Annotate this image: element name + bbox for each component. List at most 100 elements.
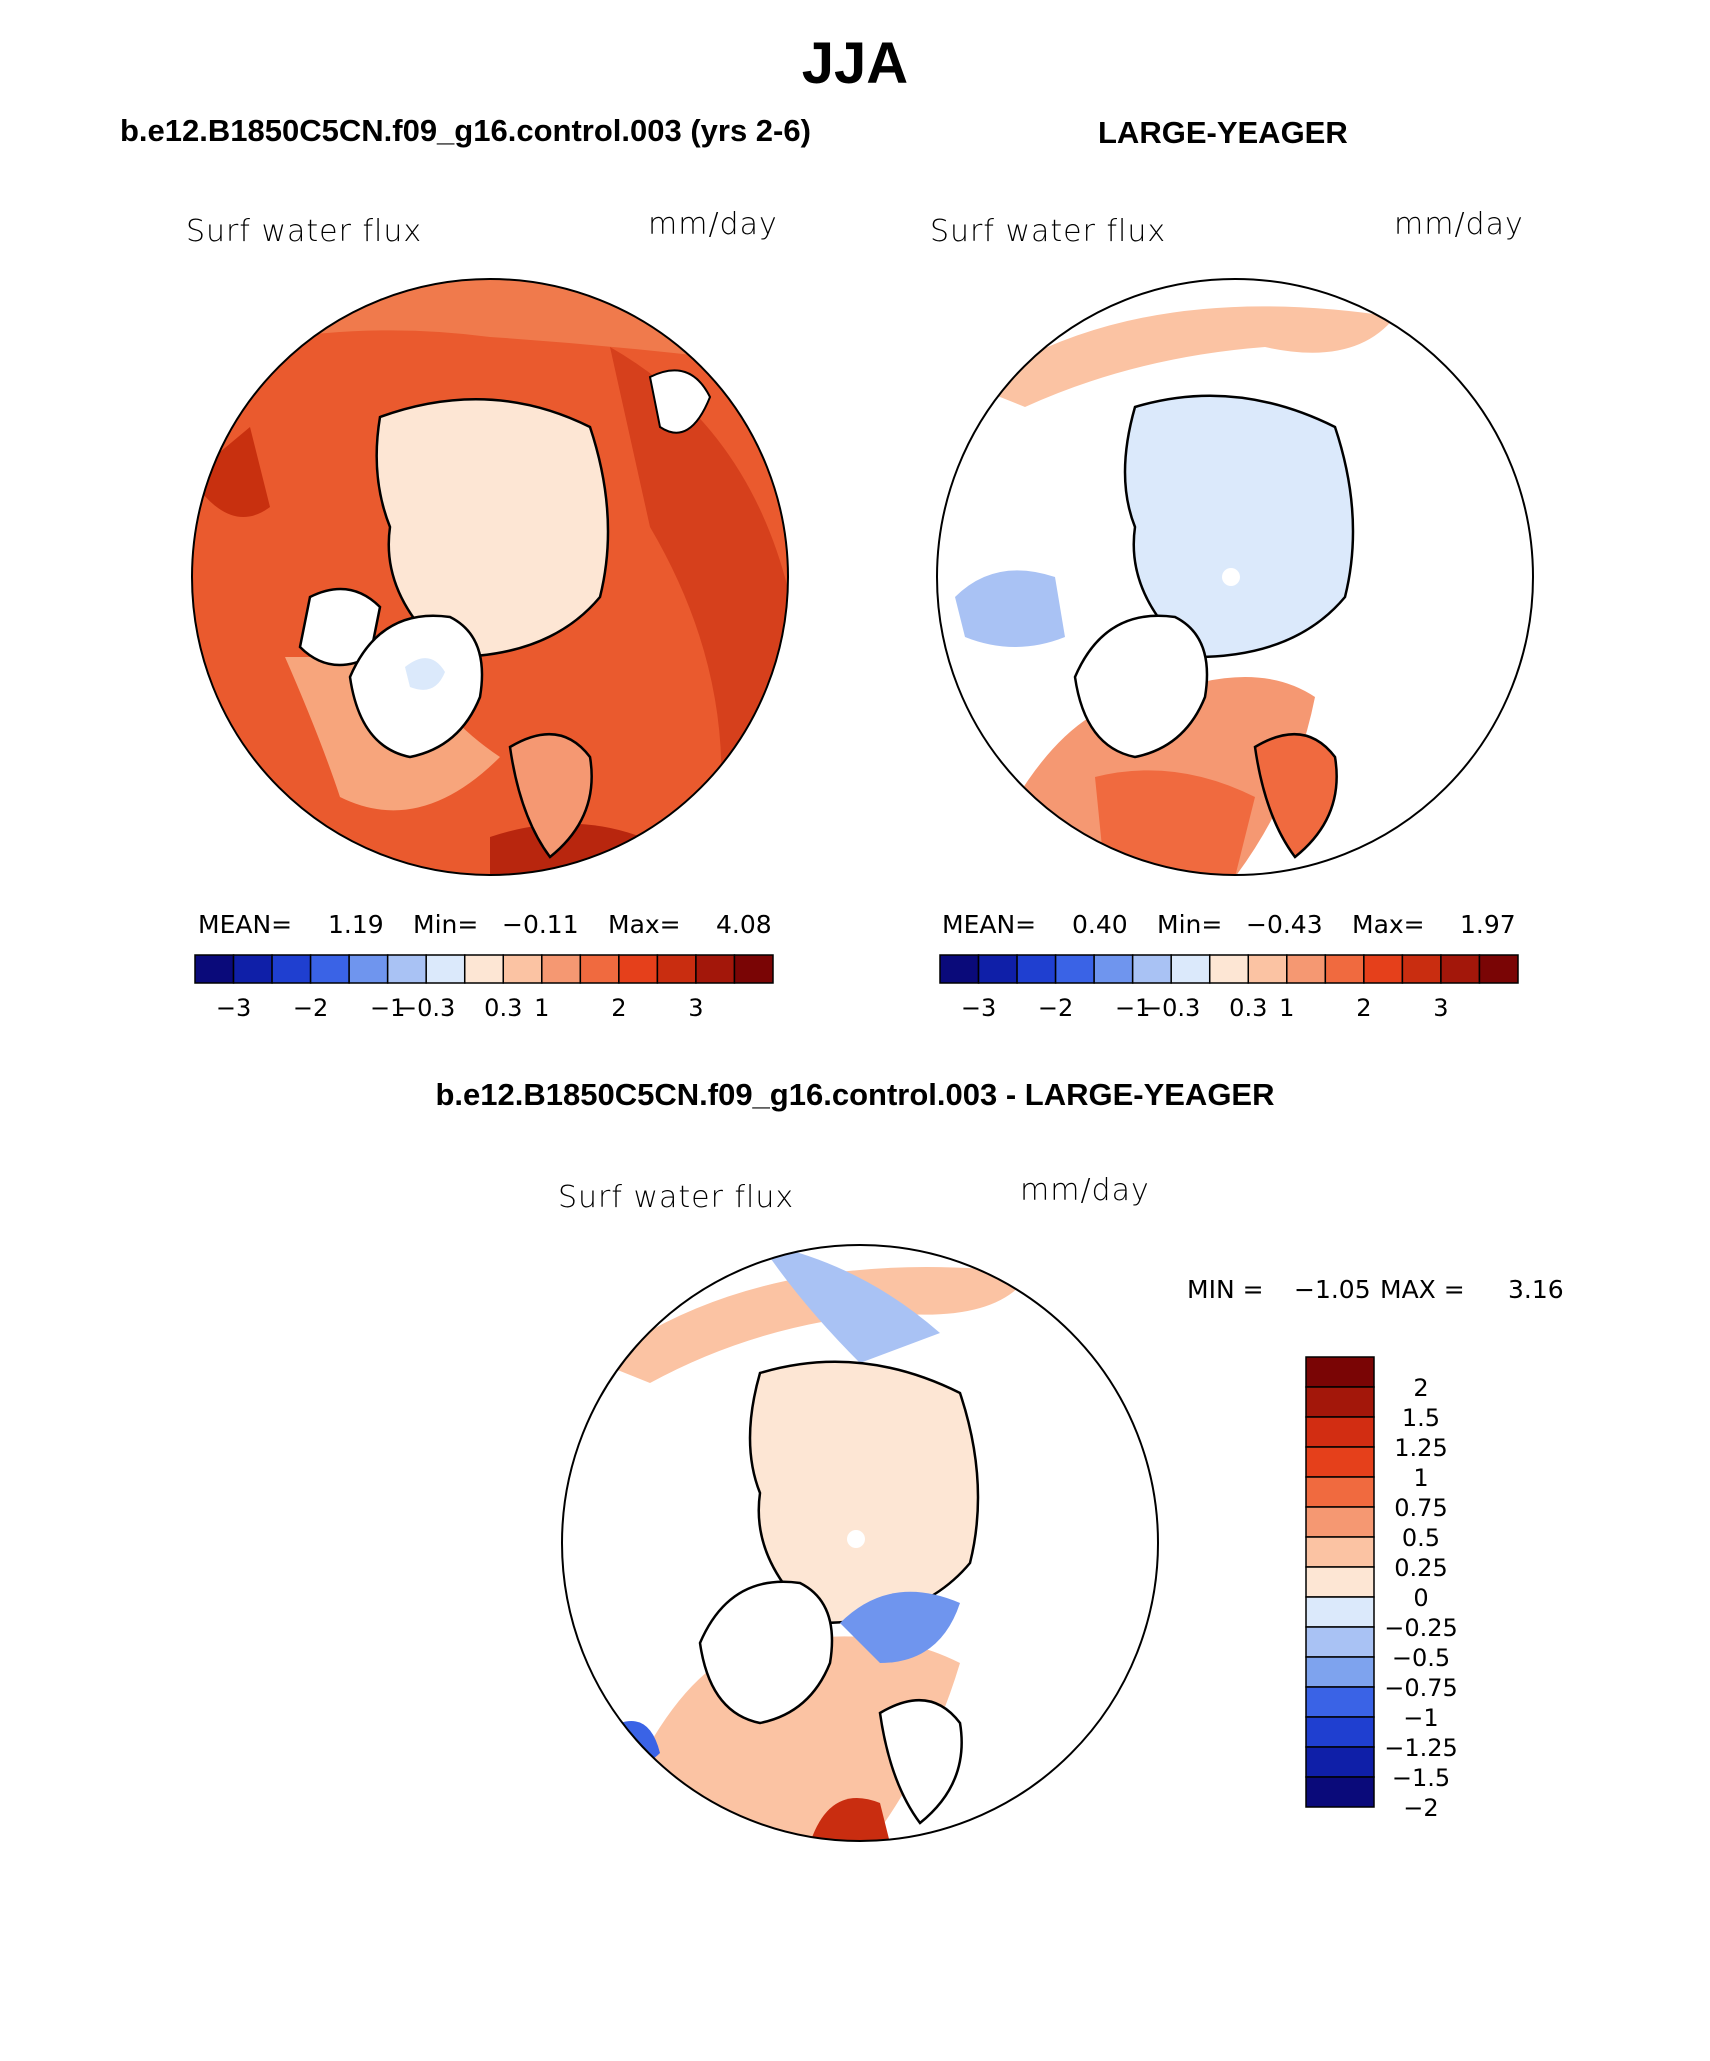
- diff-scandinavia: [878, 1698, 963, 1825]
- panel2-pole-hole: [1222, 568, 1240, 586]
- colorbar-tick-label: 0.75: [1394, 1494, 1447, 1522]
- colorbar-box: [1305, 1416, 1375, 1448]
- panel1-map: [191, 278, 789, 876]
- colorbar-tick-label: −1: [370, 994, 405, 1022]
- panel1-colorbar: −3 −2 −1−0.3 0.3 1 2 3: [194, 954, 774, 1022]
- colorbar-box: [1305, 1506, 1375, 1538]
- colorbar-tick-label: 0: [1413, 1584, 1428, 1612]
- colorbar-box: [309, 954, 350, 984]
- diff-map-border: [561, 1244, 1159, 1842]
- panel2-arctic-ocean: [1123, 394, 1355, 659]
- colorbar-tick-label: 2: [1356, 994, 1371, 1022]
- colorbar-box: [1305, 1686, 1375, 1718]
- colorbar-box: [1305, 1656, 1375, 1688]
- diff-field-barents-negative: [840, 1591, 960, 1663]
- colorbar-tick-label: −1.25: [1384, 1734, 1458, 1762]
- colorbar-box: [1305, 1356, 1375, 1388]
- panel2-mean-value: 0.40: [1072, 910, 1128, 939]
- panel1-scandinavia: [508, 732, 593, 859]
- colorbar-box: [194, 954, 235, 984]
- colorbar-box: [1093, 954, 1134, 984]
- colorbar-box: [1054, 954, 1095, 984]
- colorbar-box: [1478, 954, 1519, 984]
- colorbar-box: [695, 954, 736, 984]
- diff-field-pacific: [600, 1267, 1030, 1383]
- panel1-units-label: mm/day: [648, 207, 778, 242]
- colorbar-tick-label: 1: [1413, 1464, 1428, 1492]
- panel1-mean-value: 1.19: [328, 910, 384, 939]
- colorbar-box: [1286, 954, 1327, 984]
- colorbar-box: [348, 954, 389, 984]
- colorbar-box: [1305, 1776, 1375, 1808]
- colorbar-box: [386, 954, 427, 984]
- colorbar-tick-label: 2: [611, 994, 626, 1022]
- colorbar-box: [1305, 1536, 1375, 1568]
- colorbar-box: [232, 954, 273, 984]
- diff-min-label: MIN =: [1187, 1275, 1264, 1304]
- colorbar-box: [1305, 1476, 1375, 1508]
- colorbar-tick-label: −3: [216, 994, 251, 1022]
- colorbar-tick-label: 1: [534, 994, 549, 1022]
- diff-colorbar: 21.51.2510.750.50.250−0.25−0.5−0.75−1−1.…: [1305, 1356, 1458, 1822]
- panel1-arctic-ocean: [375, 398, 610, 659]
- panel2-max-value: 1.97: [1460, 910, 1516, 939]
- colorbar-box: [1131, 954, 1172, 984]
- colorbar-tick-label: 1.25: [1394, 1434, 1447, 1462]
- diff-max-label: MAX =: [1380, 1275, 1465, 1304]
- colorbar-box: [541, 954, 582, 984]
- panel2-min-label: Min=: [1157, 910, 1223, 939]
- panel2-max-label: Max=: [1352, 910, 1425, 939]
- colorbar-tick-label: −3: [961, 994, 996, 1022]
- panel1-case-title: b.e12.B1850C5CN.f09_g16.control.003 (yrs…: [120, 113, 811, 148]
- colorbar-box: [1016, 954, 1057, 984]
- colorbar-tick-label: 0.3: [484, 994, 522, 1022]
- panel2-scandinavia: [1253, 732, 1338, 859]
- colorbar-tick-label: −0.25: [1384, 1614, 1458, 1642]
- colorbar-box: [1247, 954, 1288, 984]
- colorbar-tick-label: 1.5: [1402, 1404, 1440, 1432]
- diff-field-atlantic: [620, 1636, 960, 1841]
- colorbar-tick-label: 0.25: [1394, 1554, 1447, 1582]
- diff-min-value: −1.05: [1294, 1275, 1371, 1304]
- panel1-field-west: [192, 427, 270, 517]
- panel1-map-border: [191, 278, 789, 876]
- panel2-min-value: −0.43: [1246, 910, 1323, 939]
- colorbar-box: [1401, 954, 1442, 984]
- colorbar-tick-label: 0.3: [1229, 994, 1267, 1022]
- panel2-map-border: [936, 278, 1534, 876]
- colorbar-box: [579, 954, 620, 984]
- panel1-variable-label: Surf water flux: [186, 214, 423, 249]
- diff-max-value: 3.16: [1508, 1275, 1564, 1304]
- panel2-field-atlantic-strong: [1095, 770, 1255, 875]
- colorbar-box: [425, 954, 466, 984]
- colorbar-box: [463, 954, 505, 984]
- diff-variable-label: Surf water flux: [558, 1180, 795, 1215]
- panel2-variable-label: Surf water flux: [930, 214, 1167, 249]
- panel2-map: [936, 278, 1534, 876]
- diff-map: [561, 1244, 1159, 1842]
- panel1-mean-label: MEAN=: [198, 910, 293, 939]
- panel1-min-value: −0.11: [502, 910, 579, 939]
- panel2-units-label: mm/day: [1394, 207, 1524, 242]
- colorbar-box: [939, 954, 980, 984]
- panel2-colorbar: −3 −2 −1−0.3 0.3 1 2 3: [939, 954, 1519, 1022]
- panel2-case-title: LARGE-YEAGER: [1098, 115, 1348, 150]
- panel1-min-label: Min=: [413, 910, 479, 939]
- colorbar-box: [1305, 1626, 1375, 1658]
- colorbar-tick-label: −1: [1403, 1704, 1438, 1732]
- colorbar-tick-label: −1.5: [1392, 1764, 1450, 1792]
- colorbar-tick-label: −0.3: [397, 994, 455, 1022]
- colorbar-tick-label: −2: [1038, 994, 1073, 1022]
- panel1-max-value: 4.08: [716, 910, 772, 939]
- colorbar-box: [1170, 954, 1211, 984]
- diff-pole-hole: [847, 1530, 865, 1548]
- diff-units-label: mm/day: [1020, 1173, 1150, 1208]
- colorbar-tick-label: −1: [1115, 994, 1150, 1022]
- colorbar-tick-label: −0.3: [1142, 994, 1200, 1022]
- colorbar-box: [1363, 954, 1404, 984]
- colorbar-box: [1305, 1596, 1375, 1628]
- colorbar-box: [1440, 954, 1481, 984]
- colorbar-tick-label: 3: [1433, 994, 1448, 1022]
- colorbar-box: [1324, 954, 1365, 984]
- panel2-field-pacific: [975, 306, 1395, 407]
